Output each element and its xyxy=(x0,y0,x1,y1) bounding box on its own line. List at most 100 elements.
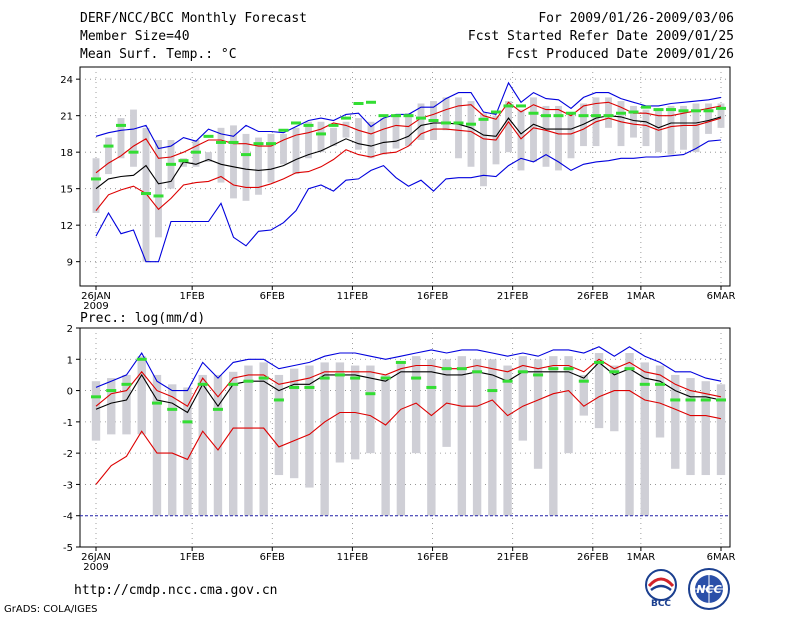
median-marker xyxy=(316,132,326,136)
median-marker xyxy=(166,162,176,166)
median-marker xyxy=(380,376,391,380)
median-marker xyxy=(403,114,414,118)
median-marker xyxy=(304,385,315,389)
member-range-bar xyxy=(305,365,314,488)
member-range-bar xyxy=(480,113,487,187)
member-range-bar xyxy=(267,133,275,183)
median-marker xyxy=(528,111,539,115)
median-marker xyxy=(466,122,476,126)
median-marker xyxy=(516,104,526,108)
median-marker xyxy=(416,116,426,120)
median-marker xyxy=(121,382,132,386)
median-marker xyxy=(319,376,330,380)
member-range-bar xyxy=(92,158,100,213)
member-range-bar xyxy=(367,121,375,159)
member-range-bar xyxy=(355,118,362,150)
median-marker xyxy=(603,114,614,118)
y-tick-label: 9 xyxy=(67,258,73,269)
member-range-bar xyxy=(168,384,177,516)
member-range-bar xyxy=(705,103,712,134)
y-tick-label: -2 xyxy=(63,449,73,460)
series-line-max xyxy=(95,346,722,392)
member-range-bar xyxy=(701,381,710,476)
ncc-logo: NCC xyxy=(688,568,730,610)
member-range-bar xyxy=(503,365,512,516)
median-marker xyxy=(303,123,314,127)
median-marker xyxy=(278,128,289,132)
x-year-label: 2009 xyxy=(83,301,108,312)
median-marker xyxy=(441,121,451,125)
median-marker xyxy=(266,142,276,146)
y-tick-label: 18 xyxy=(60,148,73,159)
member-range-bar xyxy=(549,356,558,516)
median-marker xyxy=(456,367,467,371)
member-range-bar xyxy=(579,374,588,416)
member-range-bar xyxy=(655,365,665,438)
median-marker xyxy=(366,100,376,104)
median-marker xyxy=(328,123,339,127)
median-marker xyxy=(472,370,483,374)
median-marker xyxy=(167,407,178,411)
x-tick-label: 16FEB xyxy=(417,291,449,302)
member-range-bar xyxy=(505,101,512,153)
x-tick-label: 26JAN xyxy=(81,291,111,302)
member-range-bar xyxy=(717,103,725,128)
median-marker xyxy=(691,109,701,113)
y-tick-label: -5 xyxy=(63,543,73,554)
series-line-min xyxy=(95,139,722,263)
variable-label: Mean Surf. Temp.: °C xyxy=(80,47,237,62)
median-marker xyxy=(655,382,666,386)
precip-panel-title: Prec.: log(mm/d) xyxy=(80,311,205,326)
median-marker xyxy=(151,401,162,405)
member-range-bar xyxy=(280,133,287,165)
x-tick-label: 1MAR xyxy=(626,552,655,563)
x-tick-label: 26JAN xyxy=(81,552,111,563)
median-marker xyxy=(395,360,406,364)
median-marker xyxy=(378,114,389,118)
member-range-bar xyxy=(655,109,662,153)
median-marker xyxy=(591,114,601,118)
median-marker xyxy=(678,109,689,113)
median-marker xyxy=(411,376,422,380)
member-range-bar xyxy=(292,127,300,175)
median-marker xyxy=(700,398,711,402)
series-line-mean xyxy=(95,115,722,190)
forecast-started-date: Fcst Started Refer Date 2009/01/25 xyxy=(467,29,734,44)
member-range-bar xyxy=(152,374,162,516)
median-marker xyxy=(197,382,208,386)
median-marker xyxy=(502,379,513,383)
member-range-bar xyxy=(405,113,412,147)
series-line-mean-minus-sd xyxy=(95,117,722,211)
member-range-bar xyxy=(317,121,325,153)
member-range-bar xyxy=(457,356,467,516)
median-marker xyxy=(716,398,726,402)
member-range-bar xyxy=(671,374,680,469)
median-marker xyxy=(291,121,301,125)
member-range-bar xyxy=(105,137,112,175)
bcc-logo-text: BCC xyxy=(651,599,671,608)
median-marker xyxy=(624,367,635,371)
member-range-bar xyxy=(555,105,562,171)
footer-url[interactable]: http://cmdp.ncc.cma.gov.cn xyxy=(74,583,278,598)
median-marker xyxy=(553,114,564,118)
x-tick-label: 6FEB xyxy=(260,552,285,563)
member-range-bar xyxy=(427,359,436,516)
median-marker xyxy=(685,398,696,402)
member-range-bar xyxy=(381,374,390,516)
chart-panel-precipitation: -5 -4 -3 -2 -1 0 1 2 26JAN 1FEB 6FEB 11FEB 16FEB 21FE… xyxy=(63,324,735,573)
member-range-bar xyxy=(229,371,238,516)
member-range-bar xyxy=(716,384,726,476)
member-range-bar xyxy=(530,97,537,162)
x-tick-label: 1MAR xyxy=(626,291,655,302)
member-range-bar xyxy=(107,378,116,435)
ncc-logo-text: NCC xyxy=(696,583,721,596)
median-marker xyxy=(153,194,164,198)
median-marker xyxy=(391,114,401,118)
y-tick-label: 21 xyxy=(60,112,73,123)
member-range-bar xyxy=(242,133,250,201)
median-marker xyxy=(289,385,300,389)
member-range-bar xyxy=(122,374,131,435)
median-marker xyxy=(609,370,620,374)
member-range-bar xyxy=(640,362,649,516)
